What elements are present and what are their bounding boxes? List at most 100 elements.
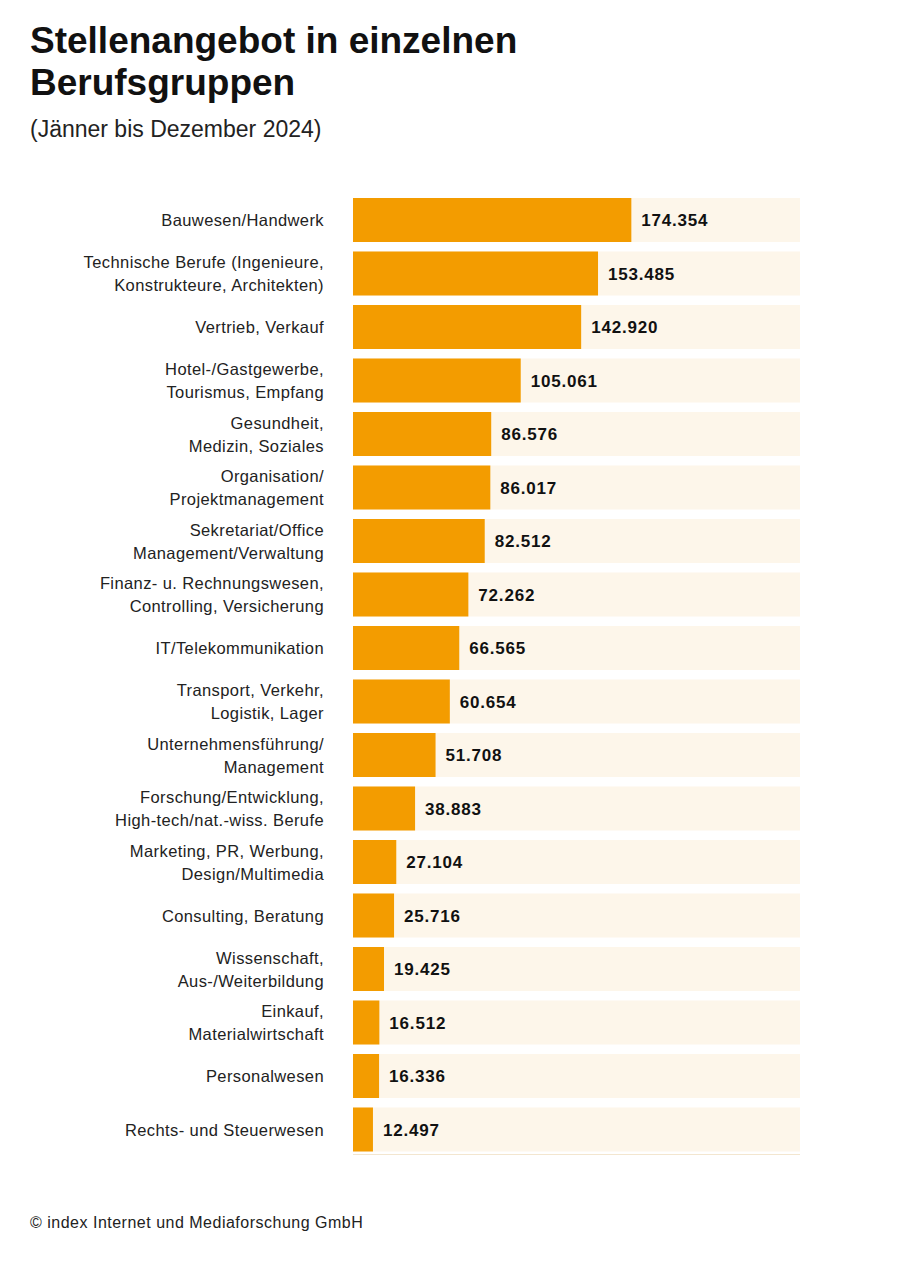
track <box>353 626 800 670</box>
data-label: 16.336 <box>389 1067 446 1086</box>
category-line: Gesundheit, <box>231 414 324 432</box>
category-label: Rechts- und Steuerwesen <box>125 1121 324 1139</box>
category-line: Controlling, Versicherung <box>130 597 324 615</box>
category-line: Hotel-/Gastgewerbe, <box>165 360 324 378</box>
data-label: 82.512 <box>495 532 552 551</box>
category-line: Aus-/Weiterbildung <box>178 972 324 990</box>
category-label: Transport, Verkehr, Logistik, Lager <box>177 681 324 722</box>
category-line: Management <box>224 758 324 776</box>
bar <box>353 840 396 884</box>
category-line: High-tech/nat.-wiss. Berufe <box>115 811 324 829</box>
bar <box>353 519 485 563</box>
bar <box>353 787 415 831</box>
data-label: 142.920 <box>591 318 658 337</box>
category-label: Forschung/Entwicklung, High-tech/nat.-wis… <box>115 788 324 829</box>
category-line: Personalwesen <box>206 1067 324 1085</box>
category-label: Finanz- u. Rechnungswesen, Controlling, V… <box>100 574 324 615</box>
data-label: 105.061 <box>531 372 598 391</box>
bar <box>353 466 490 510</box>
category-line: Finanz- u. Rechnungswesen, <box>100 574 324 592</box>
category-label: Vertrieb, Verkauf <box>195 318 324 336</box>
category-label: IT/Telekommunikation <box>156 639 324 657</box>
data-label: 86.017 <box>500 479 557 498</box>
track <box>353 519 800 563</box>
category-line: Forschung/Entwicklung, <box>140 788 324 806</box>
category-label: Marketing, PR, Werbung, Design/Multimedia <box>130 842 325 883</box>
category-label: Organisation/Projektmanagement <box>170 467 324 508</box>
category-line: Konstrukteure, Architekten) <box>114 276 324 294</box>
bar <box>353 305 581 349</box>
track <box>353 894 800 938</box>
category-label: Unternehmensführung/Management <box>147 735 324 776</box>
category-line: Einkauf, <box>261 1002 324 1020</box>
category-line: Management/Verwaltung <box>133 544 324 562</box>
bar <box>353 412 491 456</box>
bars <box>353 198 631 1152</box>
category-label: Sekretariat/Office Management/Verwaltung <box>133 521 324 562</box>
bar <box>353 894 394 938</box>
track <box>353 305 800 349</box>
category-label: Consulting, Beratung <box>162 907 324 925</box>
track <box>353 1001 800 1045</box>
bar <box>353 1108 373 1152</box>
subtitle: (Jänner bis Dezember 2024) <box>30 116 321 143</box>
track <box>353 947 800 991</box>
labels: Bauwesen/Handwerk 174.354 Technische Beruf… <box>84 211 709 1140</box>
track <box>353 733 800 777</box>
axis-line <box>353 1154 800 1155</box>
bar <box>353 198 631 242</box>
category-line: Materialwirtschaft <box>188 1025 324 1043</box>
category-label: Technische Berufe (Ingenieure, Konstrukte… <box>84 253 324 294</box>
data-label: 66.565 <box>469 639 526 658</box>
category-line: Marketing, PR, Werbung, <box>130 842 324 860</box>
category-line: IT/Telekommunikation <box>156 639 324 657</box>
track <box>353 573 800 617</box>
category-line: Bauwesen/Handwerk <box>161 211 324 229</box>
data-label: 16.512 <box>389 1014 446 1033</box>
category-label: Einkauf, Materialwirtschaft <box>188 1002 324 1043</box>
bar <box>353 1054 379 1098</box>
bar <box>353 680 450 724</box>
category-line: Sekretariat/Office <box>190 521 324 539</box>
category-line: Medizin, Soziales <box>189 437 324 455</box>
category-line: Vertrieb, Verkauf <box>195 318 324 336</box>
category-label: Wissenschaft, Aus-/Weiterbildung <box>178 949 324 990</box>
category-line: Transport, Verkehr, <box>177 681 324 699</box>
data-label: 12.497 <box>383 1121 440 1140</box>
track <box>353 1108 800 1152</box>
data-label: 51.708 <box>446 746 503 765</box>
bar <box>353 947 384 991</box>
category-label: Bauwesen/Handwerk <box>161 211 324 229</box>
bar <box>353 359 521 403</box>
title: Stellenangebot in einzelnen Berufsgruppe… <box>30 20 630 104</box>
category-line: Design/Multimedia <box>181 865 324 883</box>
bar <box>353 1001 379 1045</box>
data-label: 72.262 <box>478 586 535 605</box>
category-line: Organisation/ <box>221 467 324 485</box>
data-label: 174.354 <box>641 211 708 230</box>
category-line: Technische Berufe (Ingenieure, <box>84 253 324 271</box>
category-line: Logistik, Lager <box>211 704 324 722</box>
bar <box>353 252 598 296</box>
bar <box>353 626 459 670</box>
data-label: 86.576 <box>501 425 558 444</box>
category-label: Gesundheit, Medizin, Soziales <box>189 414 324 455</box>
track <box>353 412 800 456</box>
category-label: Hotel-/Gastgewerbe,Tourismus, Empfang <box>165 360 324 401</box>
track <box>353 359 800 403</box>
category-line: Wissenschaft, <box>216 949 324 967</box>
data-label: 38.883 <box>425 800 482 819</box>
category-line: Projektmanagement <box>170 490 324 508</box>
track <box>353 198 800 242</box>
data-label: 19.425 <box>394 960 451 979</box>
bar <box>353 573 468 617</box>
category-line: Unternehmensführung/ <box>147 735 324 753</box>
category-line: Rechts- und Steuerwesen <box>125 1121 324 1139</box>
track <box>353 252 800 296</box>
bar <box>353 733 436 777</box>
track <box>353 787 800 831</box>
data-label: 60.654 <box>460 693 517 712</box>
source: © index Internet und Mediaforschung GmbH <box>30 1214 363 1232</box>
track <box>353 466 800 510</box>
chart: Bauwesen/Handwerk 174.354 Technische Beruf… <box>0 0 901 1280</box>
